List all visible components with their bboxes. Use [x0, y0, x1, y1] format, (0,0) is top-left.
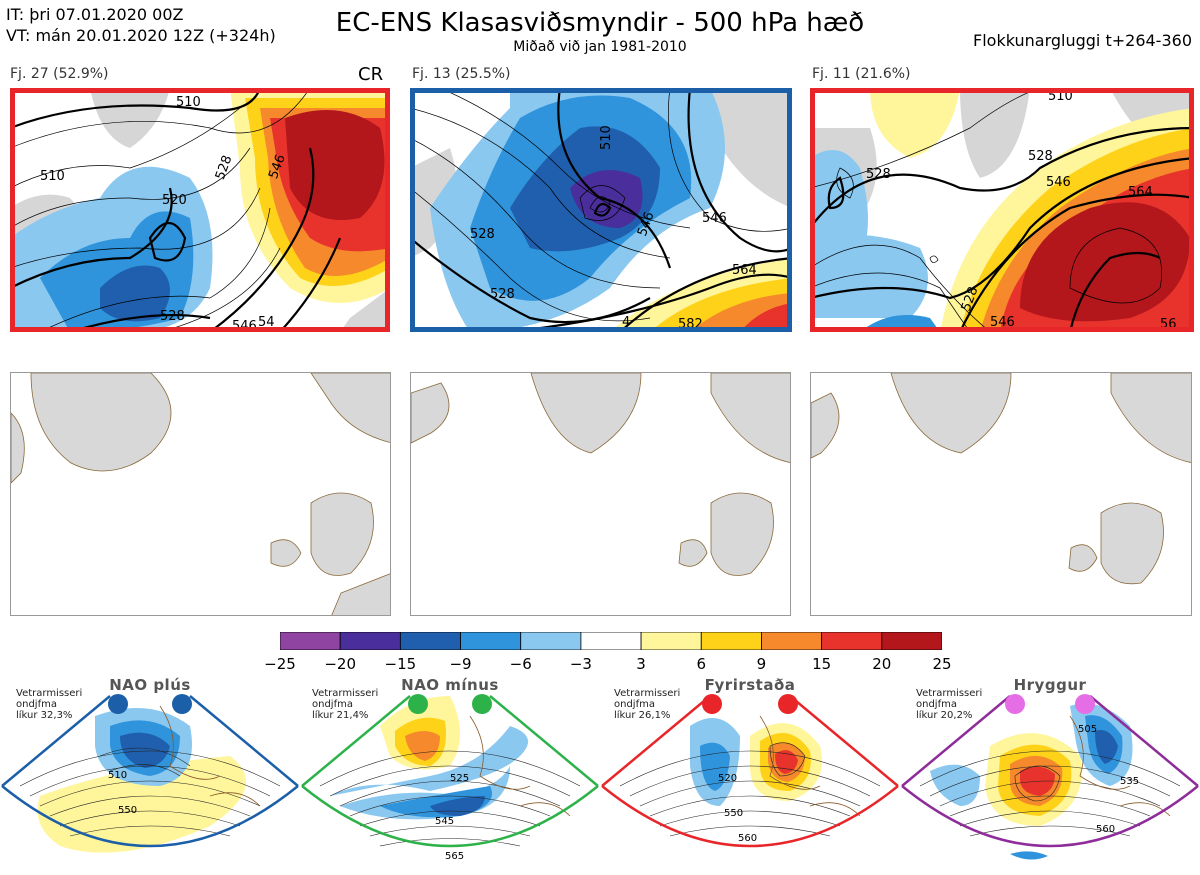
colorbar-swatch	[279, 631, 341, 651]
cluster-3-contour-label: 546	[1046, 175, 1071, 190]
colorbar-tick-label: −9	[449, 655, 472, 673]
clustering-window: Flokkunargluggi t+264-360	[973, 31, 1192, 50]
empty-map-1	[10, 372, 391, 616]
regime-probability: Vetrarmisseri ondjfma líkur 32,3%	[16, 688, 83, 721]
cluster-1-contour-label: 510	[176, 95, 201, 110]
regime-contour-label: 510	[108, 770, 127, 781]
colorbar-swatch	[339, 631, 401, 651]
colorbar-tick-label: −20	[324, 655, 356, 673]
colorbar-swatch	[821, 631, 883, 651]
regime-title: Hryggur	[1013, 676, 1087, 694]
empty-map-2	[410, 372, 791, 616]
cluster-2-contour-label: 564	[732, 263, 757, 278]
colorbar-tick-label: 3	[636, 655, 646, 673]
cluster-3-contour-label: 510	[1048, 89, 1073, 104]
regime-contour-label: 525	[450, 773, 469, 784]
colorbar-tick-label: −3	[569, 655, 592, 673]
regime-title: Fyrirstaða	[704, 676, 796, 694]
cluster-2-contour-label: 4	[622, 315, 630, 330]
regime-contour-label: 505	[1078, 724, 1097, 735]
cluster-2-contour-label: 582	[678, 317, 703, 332]
regime-probability: Vetrarmisseri ondjfma líkur 26,1%	[614, 688, 681, 721]
cluster-3-map: 510 528 546 564 528 546 56 528	[810, 88, 1194, 332]
colorbar-tick-label: 6	[696, 655, 707, 673]
run-info: IT: þri 07.01.2020 00Z VT: mán 20.01.202…	[6, 4, 276, 46]
colorbar-swatch	[761, 631, 823, 651]
regime-probability: Vetrarmisseri ondjfma líkur 21,4%	[312, 688, 379, 721]
cluster-2-contour-label: 528	[490, 287, 515, 302]
cluster-3-contour-label: 528	[866, 167, 891, 182]
colorbar-tick-label: 25	[932, 655, 952, 673]
colorbar	[279, 631, 943, 651]
colorbar-swatches	[279, 631, 943, 651]
regime-title: NAO plús	[109, 676, 191, 694]
regime-contour-label: 560	[738, 833, 757, 844]
regime-nao-plus: 510 550 NAO plús Vetrarmisseri ondjfma l…	[0, 676, 300, 871]
regime-probability: Vetrarmisseri ondjfma líkur 20,2%	[916, 688, 983, 721]
colorbar-tick-label: −15	[384, 655, 417, 673]
regime-contour-label: 565	[445, 851, 464, 862]
cluster-1-label: Fj. 27 (52.9%)	[10, 66, 109, 82]
regimes-row: 510 550 NAO plús Vetrarmisseri ondjfma l…	[0, 676, 1200, 871]
colorbar-swatch	[460, 631, 522, 651]
initial-time: IT: þri 07.01.2020 00Z	[6, 5, 184, 24]
cluster-2-contour-label: 528	[470, 227, 495, 242]
cluster-3-contour-label: 546	[990, 315, 1015, 330]
cluster-1-tag: CR	[358, 64, 384, 85]
page-subtitle: Miðað við jan 1981-2010	[513, 39, 687, 55]
cluster-3-contour-label: 564	[1128, 185, 1153, 200]
cluster-1-contour-label: 510	[40, 169, 65, 184]
page-title: EC-ENS Klasasviðsmyndir - 500 hPa hæð	[335, 8, 865, 38]
regime-contour-label: 535	[1120, 776, 1139, 787]
colorbar-swatch	[520, 631, 582, 651]
valid-time: VT: mán 20.01.2020 12Z (+324h)	[6, 26, 276, 45]
regime-ridge: 505 535 560 Hryggur Vetrarmisseri ondjfm…	[900, 676, 1200, 871]
colorbar-swatch	[580, 631, 642, 651]
cluster-3-contour-label: 528	[1028, 149, 1053, 164]
regime-contour-label: 560	[1096, 824, 1115, 835]
colorbar-tick-label: 20	[872, 655, 892, 673]
cluster-1-contour-label: 528	[160, 309, 185, 324]
cluster-3-contour-label: 56	[1160, 317, 1177, 332]
regime-blocking: 520 550 560 Fyrirstaða Vetrarmisseri ond…	[600, 676, 900, 871]
cluster-1-map: 510 510 520 528 546 528 546 54	[10, 88, 390, 332]
empty-map-3	[810, 372, 1192, 616]
colorbar-swatch	[700, 631, 762, 651]
cluster-1-contour-label: 546	[232, 319, 257, 332]
regime-nao-minus: 525 545 565 NAO mínus Vetrarmisseri ondj…	[300, 676, 600, 871]
regime-contour-label: 545	[435, 816, 454, 827]
colorbar-tick-label: −6	[509, 655, 532, 673]
regime-contour-label: 550	[118, 805, 137, 816]
cluster-2-label: Fj. 13 (25.5%)	[412, 66, 511, 82]
colorbar-tick-label: −25	[264, 655, 296, 673]
cluster-1-contour-label: 520	[162, 193, 187, 208]
cluster-1-contour-label: 54	[258, 315, 275, 330]
cluster-3-label: Fj. 11 (21.6%)	[812, 66, 911, 82]
colorbar-tick-label: 15	[812, 655, 832, 673]
colorbar-tick-label: 9	[756, 655, 767, 673]
colorbar-swatch	[640, 631, 702, 651]
colorbar-swatch	[399, 631, 461, 651]
cluster-2-contour-label: 546	[702, 211, 727, 226]
colorbar-swatch	[881, 631, 943, 651]
regime-contour-label: 550	[724, 808, 743, 819]
cluster-2-map: 510 528 546 564 582 528 546 4	[410, 88, 792, 332]
regime-title: NAO mínus	[401, 676, 499, 694]
regime-contour-label: 520	[718, 773, 737, 784]
cluster-2-contour-label: 510	[599, 125, 614, 150]
